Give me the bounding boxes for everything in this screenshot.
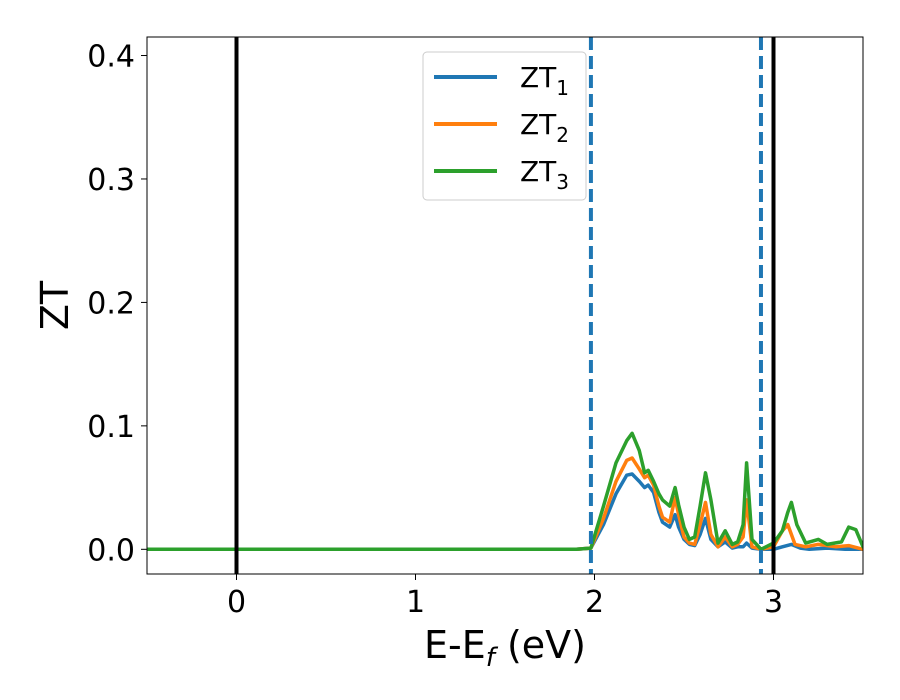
x-axis-label-main: E-E — [424, 623, 486, 667]
x-tick-label: 1 — [406, 585, 425, 620]
y-tick-label: 0.2 — [87, 286, 135, 321]
axis-ticks: 0 1 2 3 0.0 0.1 0.2 0.3 0.4 — [87, 40, 783, 620]
legend-label-main: ZT — [520, 155, 557, 188]
plot-marks — [147, 37, 863, 574]
series-line-zt3 — [147, 431, 863, 552]
y-tick-label: 0.3 — [87, 163, 135, 198]
legend-label-zt1: ZT1 — [520, 61, 569, 100]
plot-frame — [146, 36, 864, 575]
x-tick-label: 3 — [764, 585, 783, 620]
legend-label-sub: 2 — [556, 123, 569, 147]
series-line-zt1 — [147, 472, 863, 552]
y-tick-label: 0.1 — [87, 410, 135, 445]
legend-label-main: ZT — [520, 108, 557, 141]
y-tick-label: 0.4 — [87, 40, 135, 75]
x-tick-label: 0 — [227, 585, 246, 620]
x-axis-label-suffix: (eV) — [495, 623, 586, 667]
legend-label-main: ZT — [520, 61, 557, 94]
legend-label-sub: 1 — [556, 76, 569, 100]
legend-label-zt3: ZT3 — [520, 155, 569, 194]
x-axis-label: E-Ef (eV) — [424, 623, 586, 673]
legend-label-sub: 3 — [556, 170, 569, 194]
legend-label-zt2: ZT2 — [520, 108, 569, 147]
series-line-zt2 — [147, 456, 863, 552]
y-tick-label: 0.0 — [87, 533, 135, 568]
x-tick-label: 2 — [585, 585, 604, 620]
y-axis-label: ZT — [33, 280, 77, 330]
legend-box — [422, 51, 587, 201]
